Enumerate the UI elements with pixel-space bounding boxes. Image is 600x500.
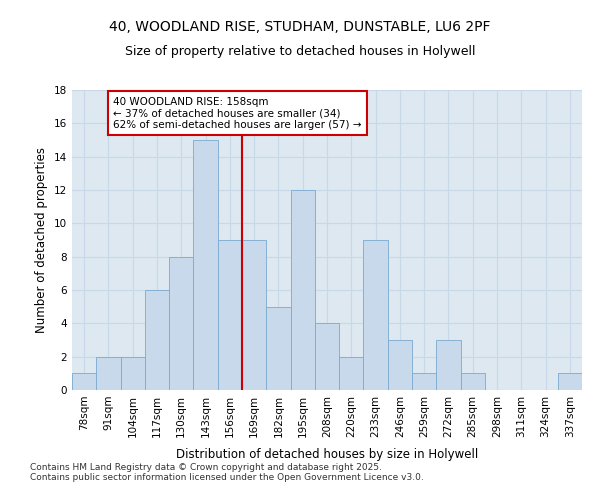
- Text: 40, WOODLAND RISE, STUDHAM, DUNSTABLE, LU6 2PF: 40, WOODLAND RISE, STUDHAM, DUNSTABLE, L…: [109, 20, 491, 34]
- Bar: [412, 374, 436, 390]
- Bar: [388, 340, 412, 390]
- Bar: [558, 374, 582, 390]
- Bar: [121, 356, 145, 390]
- Bar: [436, 340, 461, 390]
- Bar: [193, 140, 218, 390]
- Bar: [169, 256, 193, 390]
- Bar: [145, 290, 169, 390]
- Bar: [96, 356, 121, 390]
- Text: 40 WOODLAND RISE: 158sqm
← 37% of detached houses are smaller (34)
62% of semi-d: 40 WOODLAND RISE: 158sqm ← 37% of detach…: [113, 96, 362, 130]
- Bar: [266, 306, 290, 390]
- Bar: [290, 190, 315, 390]
- Bar: [72, 374, 96, 390]
- Text: Contains HM Land Registry data © Crown copyright and database right 2025.
Contai: Contains HM Land Registry data © Crown c…: [30, 463, 424, 482]
- Bar: [364, 240, 388, 390]
- Bar: [461, 374, 485, 390]
- X-axis label: Distribution of detached houses by size in Holywell: Distribution of detached houses by size …: [176, 448, 478, 461]
- Bar: [218, 240, 242, 390]
- Bar: [242, 240, 266, 390]
- Text: Size of property relative to detached houses in Holywell: Size of property relative to detached ho…: [125, 45, 475, 58]
- Y-axis label: Number of detached properties: Number of detached properties: [35, 147, 49, 333]
- Bar: [339, 356, 364, 390]
- Bar: [315, 324, 339, 390]
